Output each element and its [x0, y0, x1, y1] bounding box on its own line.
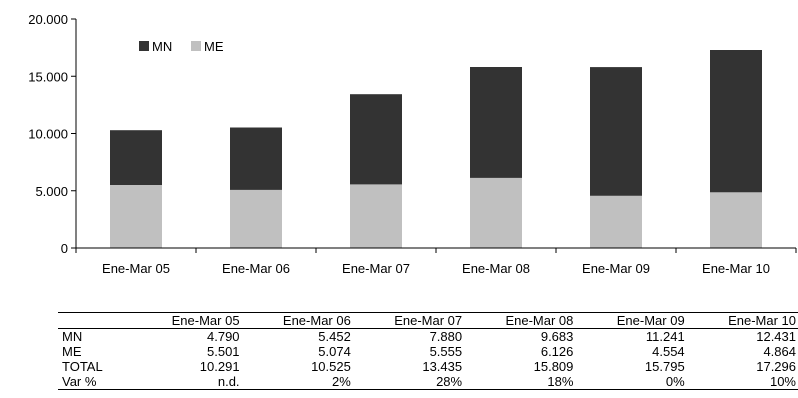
table-cell: 2%: [241, 374, 353, 390]
table-cell: 13.435: [422, 359, 463, 374]
table-cell: 5.501: [207, 344, 240, 359]
table-cell: 15.795: [644, 359, 685, 374]
bar-mn-3: [350, 94, 402, 185]
x-category-label: Ene-Mar 07: [342, 261, 410, 276]
bars-group: [110, 50, 762, 248]
legend-label-mn: MN: [152, 39, 172, 54]
table-body: MN 4.790 5.452 7.880 9.683 11.241 12.431 ME 5.50…: [58, 329, 798, 390]
bar-me-6: [710, 192, 762, 248]
table-row: Var % n.d. 2% 28% 18% 0% 10%: [58, 374, 798, 390]
x-axis: Ene-Mar 05 Ene-Mar 06 Ene-Mar 07 Ene-Mar 08…: [75, 247, 797, 276]
table-column-header: Ene-Mar 06: [241, 312, 353, 329]
table-cell: 0%: [575, 374, 687, 390]
table-cell: n.d.: [130, 374, 242, 390]
table-cell: 4.864: [763, 344, 796, 359]
table-header-row: Ene-Mar 05 Ene-Mar 06 Ene-Mar 07 Ene-Mar 08…: [58, 312, 798, 329]
bar-mn-1: [110, 130, 162, 185]
table-column-header: Ene-Mar 08: [464, 312, 576, 329]
table-corner-cell: [58, 312, 131, 329]
table-cell: 6.126: [540, 344, 574, 359]
bar-mn-6: [710, 50, 762, 193]
y-tick-label: 0: [61, 241, 68, 256]
table-cell: 10.291: [199, 359, 240, 374]
table-column-header: Ene-Mar 09: [575, 312, 687, 329]
y-tick-label: 10.000: [28, 127, 68, 142]
x-category-label: Ene-Mar 08: [462, 261, 530, 276]
table-row-label: MN: [62, 329, 83, 344]
x-category-label: Ene-Mar 06: [222, 261, 290, 276]
bar-me-1: [110, 185, 162, 248]
table-row-label: ME: [62, 344, 82, 359]
y-axis: 0 5.000 10.000 15.000 20.000: [28, 12, 77, 256]
legend: MN ME: [139, 39, 224, 54]
x-category-label: Ene-Mar 10: [702, 261, 770, 276]
table-row-label: Var %: [58, 374, 131, 390]
table-cell: 12.431: [756, 329, 796, 344]
table-row-label: TOTAL: [62, 359, 103, 374]
table-cell: 5.452: [318, 329, 351, 344]
table-cell: 11.241: [645, 329, 685, 344]
table-column-header: Ene-Mar 05: [130, 312, 242, 329]
legend-swatch-mn: [139, 41, 149, 51]
table-cell: 5.555: [429, 344, 463, 359]
table-cell: 7.880: [429, 329, 463, 344]
legend-swatch-me: [191, 41, 201, 51]
bar-me-3: [350, 184, 402, 248]
table-cell: 18%: [464, 374, 576, 390]
table-cell: 4.554: [652, 344, 685, 359]
data-table: Ene-Mar 05 Ene-Mar 06 Ene-Mar 07 Ene-Mar 08…: [58, 312, 798, 390]
table-header: Ene-Mar 05 Ene-Mar 06 Ene-Mar 07 Ene-Mar 08…: [58, 312, 798, 329]
table-cell: 5.074: [318, 344, 351, 359]
table-row: ME 5.501 5.074 5.555 6.126 4.554 4.864: [58, 344, 798, 359]
legend-label-me: ME: [204, 39, 224, 54]
table-row: TOTAL 10.291 10.525 13.435 15.809 15.795 17.29…: [58, 359, 798, 374]
table-cell: 15.809: [533, 359, 574, 374]
bar-mn-2: [230, 127, 282, 190]
bar-mn-4: [470, 67, 522, 178]
bar-me-5: [590, 195, 642, 248]
table-column-header: Ene-Mar 10: [686, 312, 798, 329]
x-category-label: Ene-Mar 09: [582, 261, 650, 276]
table-cell: 10.525: [311, 359, 351, 374]
table-cell: 9.683: [540, 329, 574, 344]
x-category-label: Ene-Mar 05: [102, 261, 170, 276]
bar-me-4: [470, 177, 522, 248]
bar-me-2: [230, 189, 282, 248]
table-row: MN 4.790 5.452 7.880 9.683 11.241 12.431: [58, 329, 798, 345]
table-cell: 4.790: [207, 329, 240, 344]
table-cell: 17.296: [756, 359, 796, 374]
y-tick-label: 5.000: [35, 184, 68, 199]
table-cell: 28%: [352, 374, 465, 390]
bar-mn-5: [590, 67, 642, 196]
table-cell: 10%: [686, 374, 798, 390]
y-tick-label: 15.000: [28, 69, 68, 84]
y-tick-label: 20.000: [28, 12, 68, 27]
table-column-header: Ene-Mar 07: [352, 312, 465, 329]
